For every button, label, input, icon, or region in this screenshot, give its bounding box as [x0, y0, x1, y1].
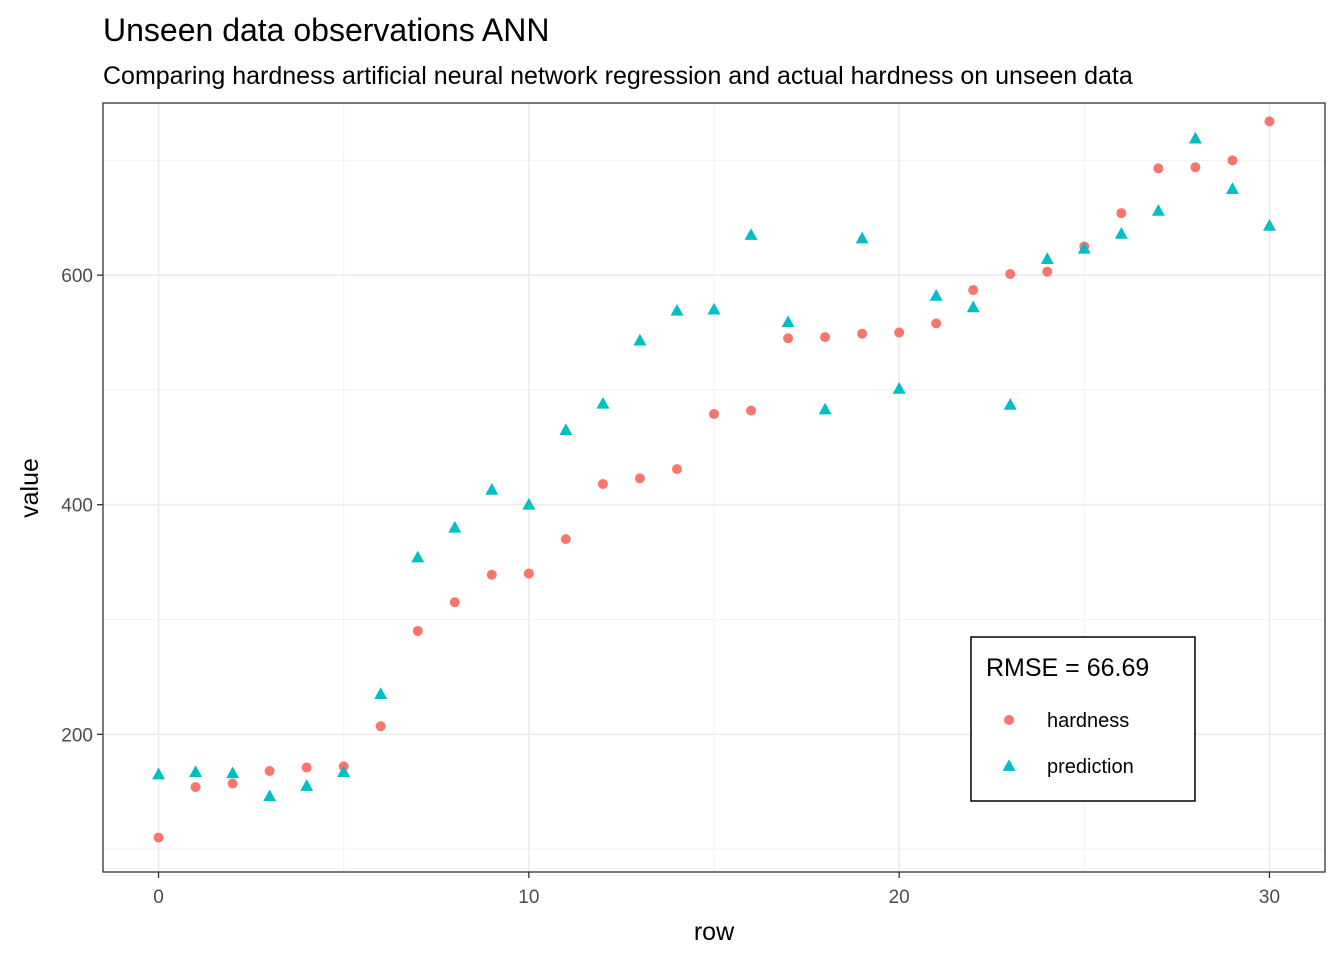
prediction-point [1225, 182, 1239, 194]
legend-key-hardness [1004, 715, 1014, 725]
prediction-point [1114, 227, 1128, 239]
hardness-point [1264, 116, 1275, 127]
hardness-point [1227, 155, 1238, 166]
hardness-point [894, 327, 905, 338]
prediction-point [1151, 204, 1165, 216]
chart-title: Unseen data observations ANN [103, 12, 549, 48]
prediction-point [966, 300, 980, 313]
y-tick-label: 200 [61, 725, 93, 746]
prediction-point [189, 765, 203, 778]
hardness-point [1190, 162, 1201, 173]
hardness-point [523, 568, 534, 579]
legend-key-prediction [1002, 759, 1016, 771]
prediction-point [670, 303, 684, 316]
prediction-point [485, 482, 499, 495]
x-tick-label: 20 [889, 887, 910, 908]
y-axis-title: value [16, 458, 44, 518]
hardness-point [709, 409, 719, 420]
prediction-point [448, 520, 462, 533]
x-tick-label: 0 [153, 887, 164, 908]
prediction-point [1188, 131, 1202, 144]
prediction-point [818, 402, 832, 415]
prediction-point [892, 381, 906, 394]
legend: RMSE = 66.69 hardness prediction [970, 636, 1196, 802]
prediction-point [781, 315, 795, 328]
y-tick-label: 600 [61, 266, 93, 287]
hardness-point [597, 479, 608, 490]
prediction-point [633, 333, 647, 346]
hardness-point [634, 473, 645, 484]
chart-subtitle: Comparing hardness artificial neural net… [103, 62, 1133, 90]
prediction-point [744, 228, 758, 240]
hardness-point [783, 333, 794, 344]
prediction-point [929, 289, 943, 301]
hardness-point [227, 778, 238, 789]
hardness-point [560, 534, 571, 545]
prediction-point [337, 765, 351, 778]
prediction-point [707, 302, 721, 315]
hardness-point [153, 832, 164, 843]
hardness-point [671, 464, 682, 475]
hardness-point [857, 328, 868, 339]
hardness-point [375, 721, 386, 732]
prediction-point [559, 423, 573, 436]
hardness-point [1153, 163, 1164, 174]
hardness-point [1116, 208, 1127, 219]
data-points [152, 116, 1276, 843]
prediction-point [411, 550, 425, 563]
hardness-point [264, 765, 275, 776]
x-axis-title: row [694, 918, 735, 946]
legend-label-prediction: prediction [1047, 756, 1134, 778]
hardness-point [486, 569, 497, 580]
prediction-point [300, 779, 314, 791]
prediction-point [152, 767, 166, 780]
grid-lines [103, 103, 1325, 872]
hardness-point [746, 405, 757, 416]
hardness-point [1042, 266, 1053, 277]
prediction-point [596, 396, 610, 409]
prediction-point [374, 687, 388, 699]
hardness-point [301, 762, 312, 773]
hardness-point [412, 625, 423, 636]
prediction-point [1003, 398, 1017, 410]
x-tick-label: 10 [518, 887, 539, 908]
prediction-point [226, 766, 240, 779]
prediction-point [1040, 252, 1054, 264]
hardness-point [820, 332, 831, 343]
plot-panel-border [102, 102, 1326, 873]
x-tick-label: 30 [1259, 887, 1280, 908]
hardness-point [449, 597, 460, 608]
series-prediction [152, 131, 1276, 802]
hardness-point [190, 782, 201, 793]
legend-label-hardness: hardness [1047, 710, 1129, 732]
prediction-point [1077, 241, 1091, 254]
hardness-point [1005, 269, 1016, 280]
prediction-point [522, 497, 536, 510]
prediction-point [1262, 219, 1276, 231]
y-tick-label: 400 [61, 496, 93, 517]
axis-ticks: 0 10 20 30 200 400 600 [61, 266, 1280, 908]
legend-title: RMSE = 66.69 [986, 654, 1149, 682]
series-hardness [153, 116, 1275, 843]
hardness-point [931, 318, 942, 329]
hardness-point [968, 285, 979, 296]
prediction-point [855, 231, 869, 244]
prediction-point [263, 789, 277, 802]
